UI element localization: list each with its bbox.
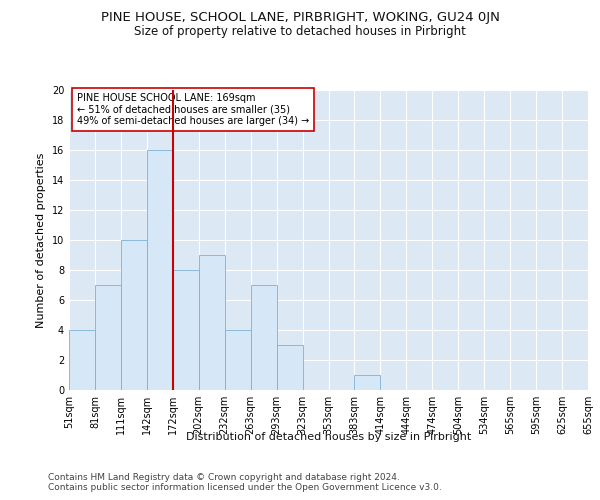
Bar: [121, 240, 147, 390]
Y-axis label: Number of detached properties: Number of detached properties: [36, 152, 46, 328]
Bar: [147, 150, 173, 390]
Bar: [225, 330, 251, 390]
Text: Contains HM Land Registry data © Crown copyright and database right 2024.: Contains HM Land Registry data © Crown c…: [48, 472, 400, 482]
Bar: [69, 330, 95, 390]
Text: Distribution of detached houses by size in Pirbright: Distribution of detached houses by size …: [186, 432, 472, 442]
Bar: [95, 285, 121, 390]
Bar: [173, 270, 199, 390]
Bar: [355, 375, 380, 390]
Text: PINE HOUSE, SCHOOL LANE, PIRBRIGHT, WOKING, GU24 0JN: PINE HOUSE, SCHOOL LANE, PIRBRIGHT, WOKI…: [101, 11, 499, 24]
Bar: [199, 255, 224, 390]
Text: Contains public sector information licensed under the Open Government Licence v3: Contains public sector information licen…: [48, 484, 442, 492]
Bar: [251, 285, 277, 390]
Text: Size of property relative to detached houses in Pirbright: Size of property relative to detached ho…: [134, 25, 466, 38]
Bar: [277, 345, 302, 390]
Text: PINE HOUSE SCHOOL LANE: 169sqm
← 51% of detached houses are smaller (35)
49% of : PINE HOUSE SCHOOL LANE: 169sqm ← 51% of …: [77, 93, 309, 126]
